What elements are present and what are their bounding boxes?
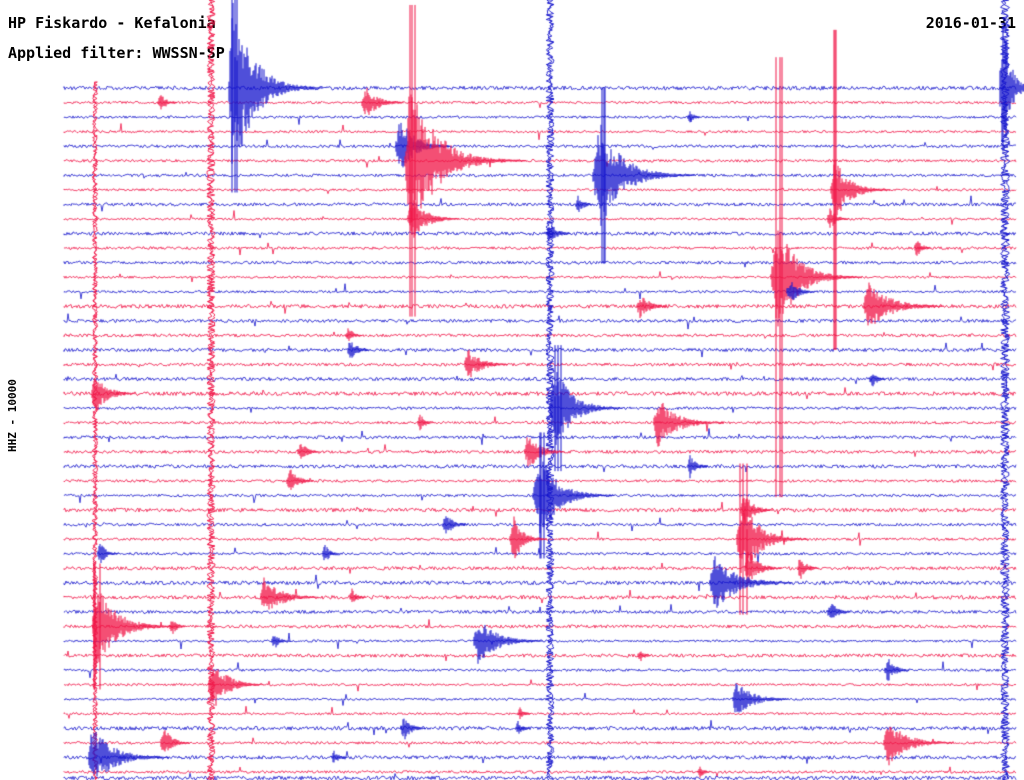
helicorder-plot: [0, 0, 1024, 780]
helicorder-page: HP Fiskardo - Kefalonia Applied filter: …: [0, 0, 1024, 780]
